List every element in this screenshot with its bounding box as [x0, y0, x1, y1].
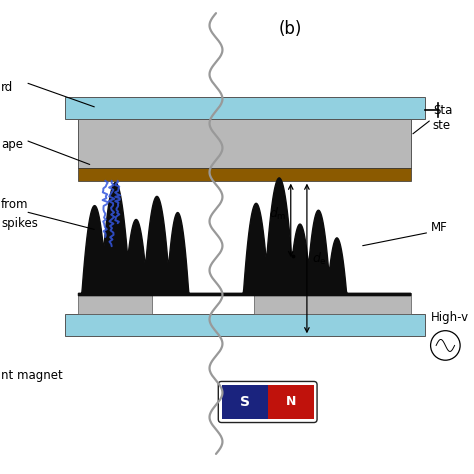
Polygon shape [331, 238, 342, 265]
Text: nt magnet: nt magnet [1, 369, 63, 382]
Text: from: from [1, 198, 28, 211]
Text: MF: MF [430, 221, 447, 234]
Bar [64, 97, 425, 119]
Text: rd: rd [1, 81, 13, 93]
Text: ape: ape [1, 138, 23, 151]
Bar [79, 119, 411, 168]
Polygon shape [312, 210, 325, 252]
Polygon shape [79, 178, 411, 296]
Polygon shape [250, 203, 263, 248]
Bar [79, 293, 152, 314]
Text: S: S [239, 395, 250, 409]
Text: N: N [285, 395, 296, 409]
Text: $d_\mathrm{e}$: $d_\mathrm{e}$ [312, 250, 328, 266]
Polygon shape [107, 182, 124, 238]
Text: spikes: spikes [1, 217, 38, 230]
Bar [64, 314, 425, 336]
Bar [79, 168, 411, 181]
Bar [221, 385, 268, 419]
Text: (b): (b) [279, 20, 302, 38]
Polygon shape [149, 196, 164, 245]
Bar [254, 293, 411, 314]
Text: ste: ste [433, 119, 451, 132]
Text: $d_\mathrm{m}$: $d_\mathrm{m}$ [269, 205, 287, 221]
Polygon shape [271, 178, 288, 236]
Text: Sta: Sta [433, 104, 452, 117]
Bar [268, 385, 314, 419]
Text: High-v: High-v [430, 311, 469, 324]
